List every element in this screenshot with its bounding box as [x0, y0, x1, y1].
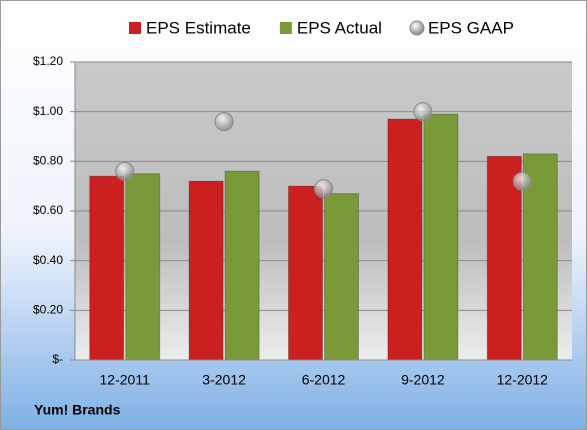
legend-label: EPS GAAP — [428, 18, 514, 37]
bar — [288, 185, 323, 361]
bar — [522, 153, 558, 361]
marker — [512, 171, 532, 191]
x-tick-label: 9-2012 — [401, 372, 445, 388]
y-tick-label: $0.60 — [33, 203, 63, 217]
legend-label: EPS Actual — [297, 18, 382, 37]
bar — [125, 173, 161, 361]
bar — [188, 180, 224, 361]
marker — [115, 161, 135, 181]
x-tick-label: 6-2012 — [302, 372, 346, 388]
legend-swatch — [279, 22, 292, 34]
y-tick-label: $0.20 — [33, 303, 63, 317]
legend-label: EPS Estimate — [146, 18, 251, 37]
y-tick-label: $1.20 — [33, 54, 63, 68]
x-tick-label: 12-2011 — [100, 372, 151, 388]
marker — [413, 102, 433, 122]
legend-swatch — [409, 20, 425, 36]
y-tick-label: $0.80 — [33, 154, 63, 168]
marker — [314, 179, 333, 199]
bar — [224, 170, 260, 361]
y-tick-label: $0.40 — [33, 253, 63, 267]
bar — [89, 175, 125, 361]
annotation: Yum! Brands — [34, 402, 121, 418]
bar — [423, 113, 459, 361]
x-tick-label: 12-2012 — [497, 372, 549, 388]
legend-swatch — [129, 22, 141, 34]
y-tick-label: $1.00 — [33, 104, 63, 118]
bar — [324, 193, 359, 361]
x-tick-label: 3-2012 — [202, 372, 246, 388]
bar — [486, 155, 522, 361]
bar — [387, 118, 423, 361]
y-tick-label: $- — [52, 352, 63, 366]
marker — [214, 112, 234, 132]
